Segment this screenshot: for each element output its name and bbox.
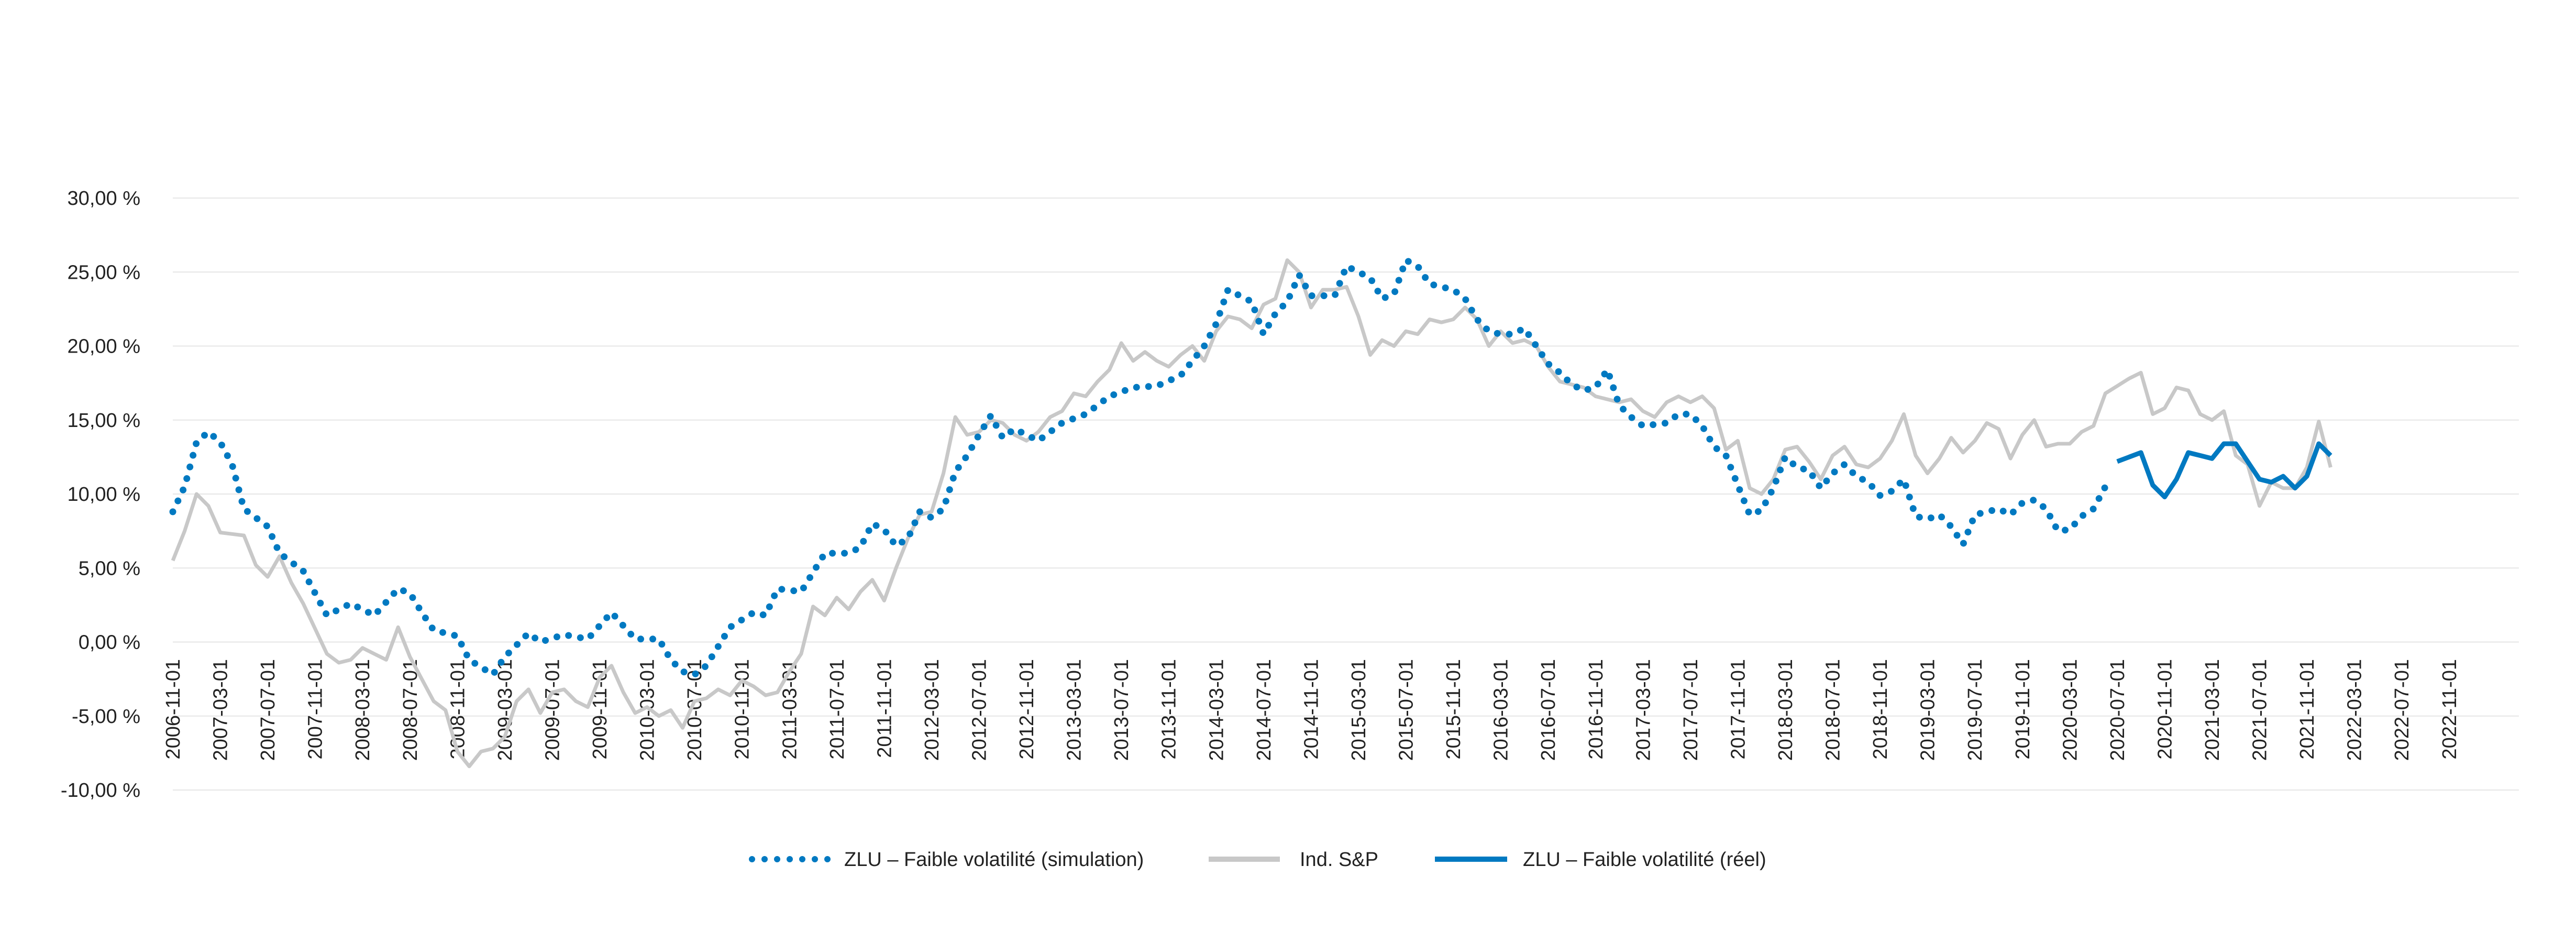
series-line-2 xyxy=(2116,441,2332,500)
series-lines xyxy=(169,257,2332,769)
x-tick-label: 2014-07-01 xyxy=(1253,659,1275,761)
x-tick-label: 2010-11-01 xyxy=(732,659,754,760)
x-tick-label: 2016-03-01 xyxy=(1490,659,1512,761)
x-tick-label: 2013-11-01 xyxy=(1158,659,1180,760)
x-tick-label: 2016-07-01 xyxy=(1538,659,1560,761)
x-tick-label: 2012-11-01 xyxy=(1016,659,1038,760)
x-tick-label: 2020-11-01 xyxy=(2154,659,2176,760)
x-tick-label: 2014-11-01 xyxy=(1300,659,1322,760)
y-tick-label: 15,00 % xyxy=(68,410,140,432)
x-tick-label: 2019-07-01 xyxy=(1964,659,1986,761)
y-tick-label: 10,00 % xyxy=(68,484,140,506)
x-tick-label: 2020-07-01 xyxy=(2107,659,2129,761)
x-tick-label: 2009-07-01 xyxy=(541,659,563,761)
x-tick-label: 2007-11-01 xyxy=(305,659,327,760)
x-tick-label: 2018-07-01 xyxy=(1822,659,1844,761)
x-tick-label: 2013-03-01 xyxy=(1064,659,1086,761)
x-tick-label: 2013-07-01 xyxy=(1111,659,1133,761)
x-tick-label: 2011-03-01 xyxy=(779,659,801,760)
y-tick-label: 20,00 % xyxy=(68,336,140,358)
x-tick-label: 2021-03-01 xyxy=(2202,659,2224,761)
x-tick-label: 2015-03-01 xyxy=(1348,659,1370,761)
legend: ZLU – Faible volatilité (simulation) Ind… xyxy=(749,849,1766,871)
x-tick-label: 2009-11-01 xyxy=(589,659,611,760)
legend-label-real: ZLU – Faible volatilité (réel) xyxy=(1523,849,1766,871)
x-tick-label: 2020-03-01 xyxy=(2059,659,2081,761)
x-tick-label: 2007-03-01 xyxy=(210,659,232,761)
x-tick-label: 2014-03-01 xyxy=(1206,659,1228,761)
x-tick-label: 2022-03-01 xyxy=(2344,659,2366,761)
x-tick-label: 2011-07-01 xyxy=(826,659,848,760)
y-tick-label: 0,00 % xyxy=(79,632,140,654)
x-tick-label: 2008-03-01 xyxy=(352,659,374,761)
x-tick-label: 2016-11-01 xyxy=(1585,659,1607,760)
y-axis-tick-labels: 30,00 % 25,00 % 20,00 % 15,00 % 10,00 % 5,00 … xyxy=(61,188,140,802)
x-axis-tick-labels: 2006-11-01 2007-03-01 2007-07-01 2007-11-01… xyxy=(162,659,2461,761)
x-tick-label: 2015-11-01 xyxy=(1443,659,1465,760)
x-tick-label: 2007-07-01 xyxy=(257,659,279,761)
x-tick-label: 2018-03-01 xyxy=(1775,659,1797,761)
x-tick-label: 2019-03-01 xyxy=(1917,659,1939,761)
y-tick-label: -5,00 % xyxy=(72,706,140,728)
series-line-1 xyxy=(171,258,2332,769)
legend-item-simulation: ZLU – Faible volatilité (simulation) xyxy=(749,849,1144,871)
x-tick-label: 2008-07-01 xyxy=(400,659,422,761)
x-tick-label: 2012-07-01 xyxy=(968,659,990,761)
legend-item-sp-index: Ind. S&P xyxy=(1209,849,1378,871)
x-tick-label: 2017-03-01 xyxy=(1632,659,1654,761)
y-tick-label: 30,00 % xyxy=(68,188,140,210)
y-tick-label: 5,00 % xyxy=(79,557,140,579)
x-tick-label: 2006-11-01 xyxy=(162,659,184,760)
series-line-0 xyxy=(169,257,2109,678)
x-tick-label: 2022-11-01 xyxy=(2439,659,2461,760)
y-tick-label: -10,00 % xyxy=(61,780,140,802)
x-tick-label: 2019-11-01 xyxy=(2012,659,2034,760)
x-tick-label: 2012-03-01 xyxy=(921,659,943,761)
legend-label-sp-index: Ind. S&P xyxy=(1300,849,1378,871)
y-tick-label: 25,00 % xyxy=(68,261,140,283)
legend-item-real: ZLU – Faible volatilité (réel) xyxy=(1435,849,1766,871)
x-tick-label: 2008-11-01 xyxy=(447,659,469,760)
x-tick-label: 2018-11-01 xyxy=(1870,659,1892,760)
x-tick-label: 2022-07-01 xyxy=(2391,659,2413,761)
x-tick-label: 2017-11-01 xyxy=(1727,659,1749,760)
x-tick-label: 2021-11-01 xyxy=(2296,659,2318,760)
legend-label-simulation: ZLU – Faible volatilité (simulation) xyxy=(844,849,1144,871)
x-tick-label: 2011-11-01 xyxy=(874,659,895,758)
gridlines xyxy=(173,198,2519,791)
x-tick-label: 2015-07-01 xyxy=(1396,659,1418,761)
x-tick-label: 2021-07-01 xyxy=(2249,659,2271,761)
x-tick-label: 2017-07-01 xyxy=(1680,659,1702,761)
